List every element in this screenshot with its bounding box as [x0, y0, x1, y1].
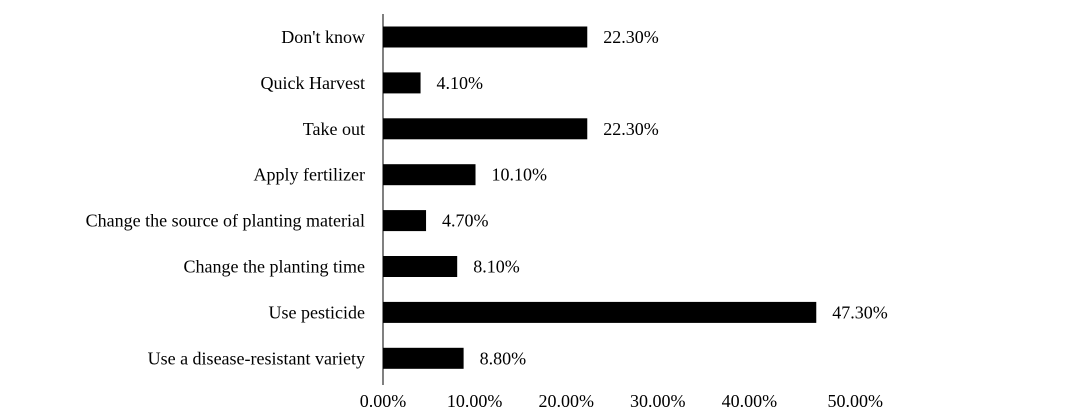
data-label: 22.30%: [603, 119, 659, 139]
bar: [383, 256, 458, 277]
x-tick-label: 50.00%: [828, 391, 884, 411]
category-label: Take out: [303, 119, 365, 139]
x-tick-label: 0.00%: [360, 391, 407, 411]
data-label: 8.80%: [480, 348, 527, 368]
bar: [383, 347, 464, 369]
category-labels: Don't know Quick Harvest Take out Apply fer…: [86, 27, 365, 368]
bars-group: [383, 26, 817, 369]
x-axis-ticks: 0.00% 10.00% 20.00% 30.00% 40.00% 50.00%: [360, 391, 883, 411]
data-label: 4.70%: [442, 211, 489, 231]
bar: [383, 26, 588, 48]
data-label: 8.10%: [473, 257, 520, 277]
x-tick-label: 30.00%: [630, 391, 686, 411]
data-label: 10.10%: [492, 165, 548, 185]
category-label: Change the planting time: [184, 257, 365, 277]
category-label: Change the source of planting material: [86, 211, 365, 231]
data-label: 4.10%: [437, 73, 484, 93]
bar: [383, 118, 588, 140]
x-tick-label: 40.00%: [722, 391, 778, 411]
category-label: Quick Harvest: [261, 73, 365, 93]
data-labels: 22.30% 4.10% 22.30% 10.10% 4.70% 8.10% 47.30% 8…: [437, 27, 888, 368]
bar: [383, 301, 817, 323]
data-label: 47.30%: [832, 302, 888, 322]
bar: [383, 72, 421, 94]
category-label: Use pesticide: [269, 302, 365, 322]
bar: [383, 164, 476, 186]
category-label: Apply fertilizer: [254, 165, 365, 185]
x-tick-label: 20.00%: [538, 391, 594, 411]
data-label: 22.30%: [603, 27, 659, 47]
bar: [383, 210, 427, 232]
category-label: Use a disease-resistant variety: [148, 348, 365, 368]
x-tick-label: 10.00%: [447, 391, 503, 411]
category-label: Don't know: [281, 27, 365, 47]
